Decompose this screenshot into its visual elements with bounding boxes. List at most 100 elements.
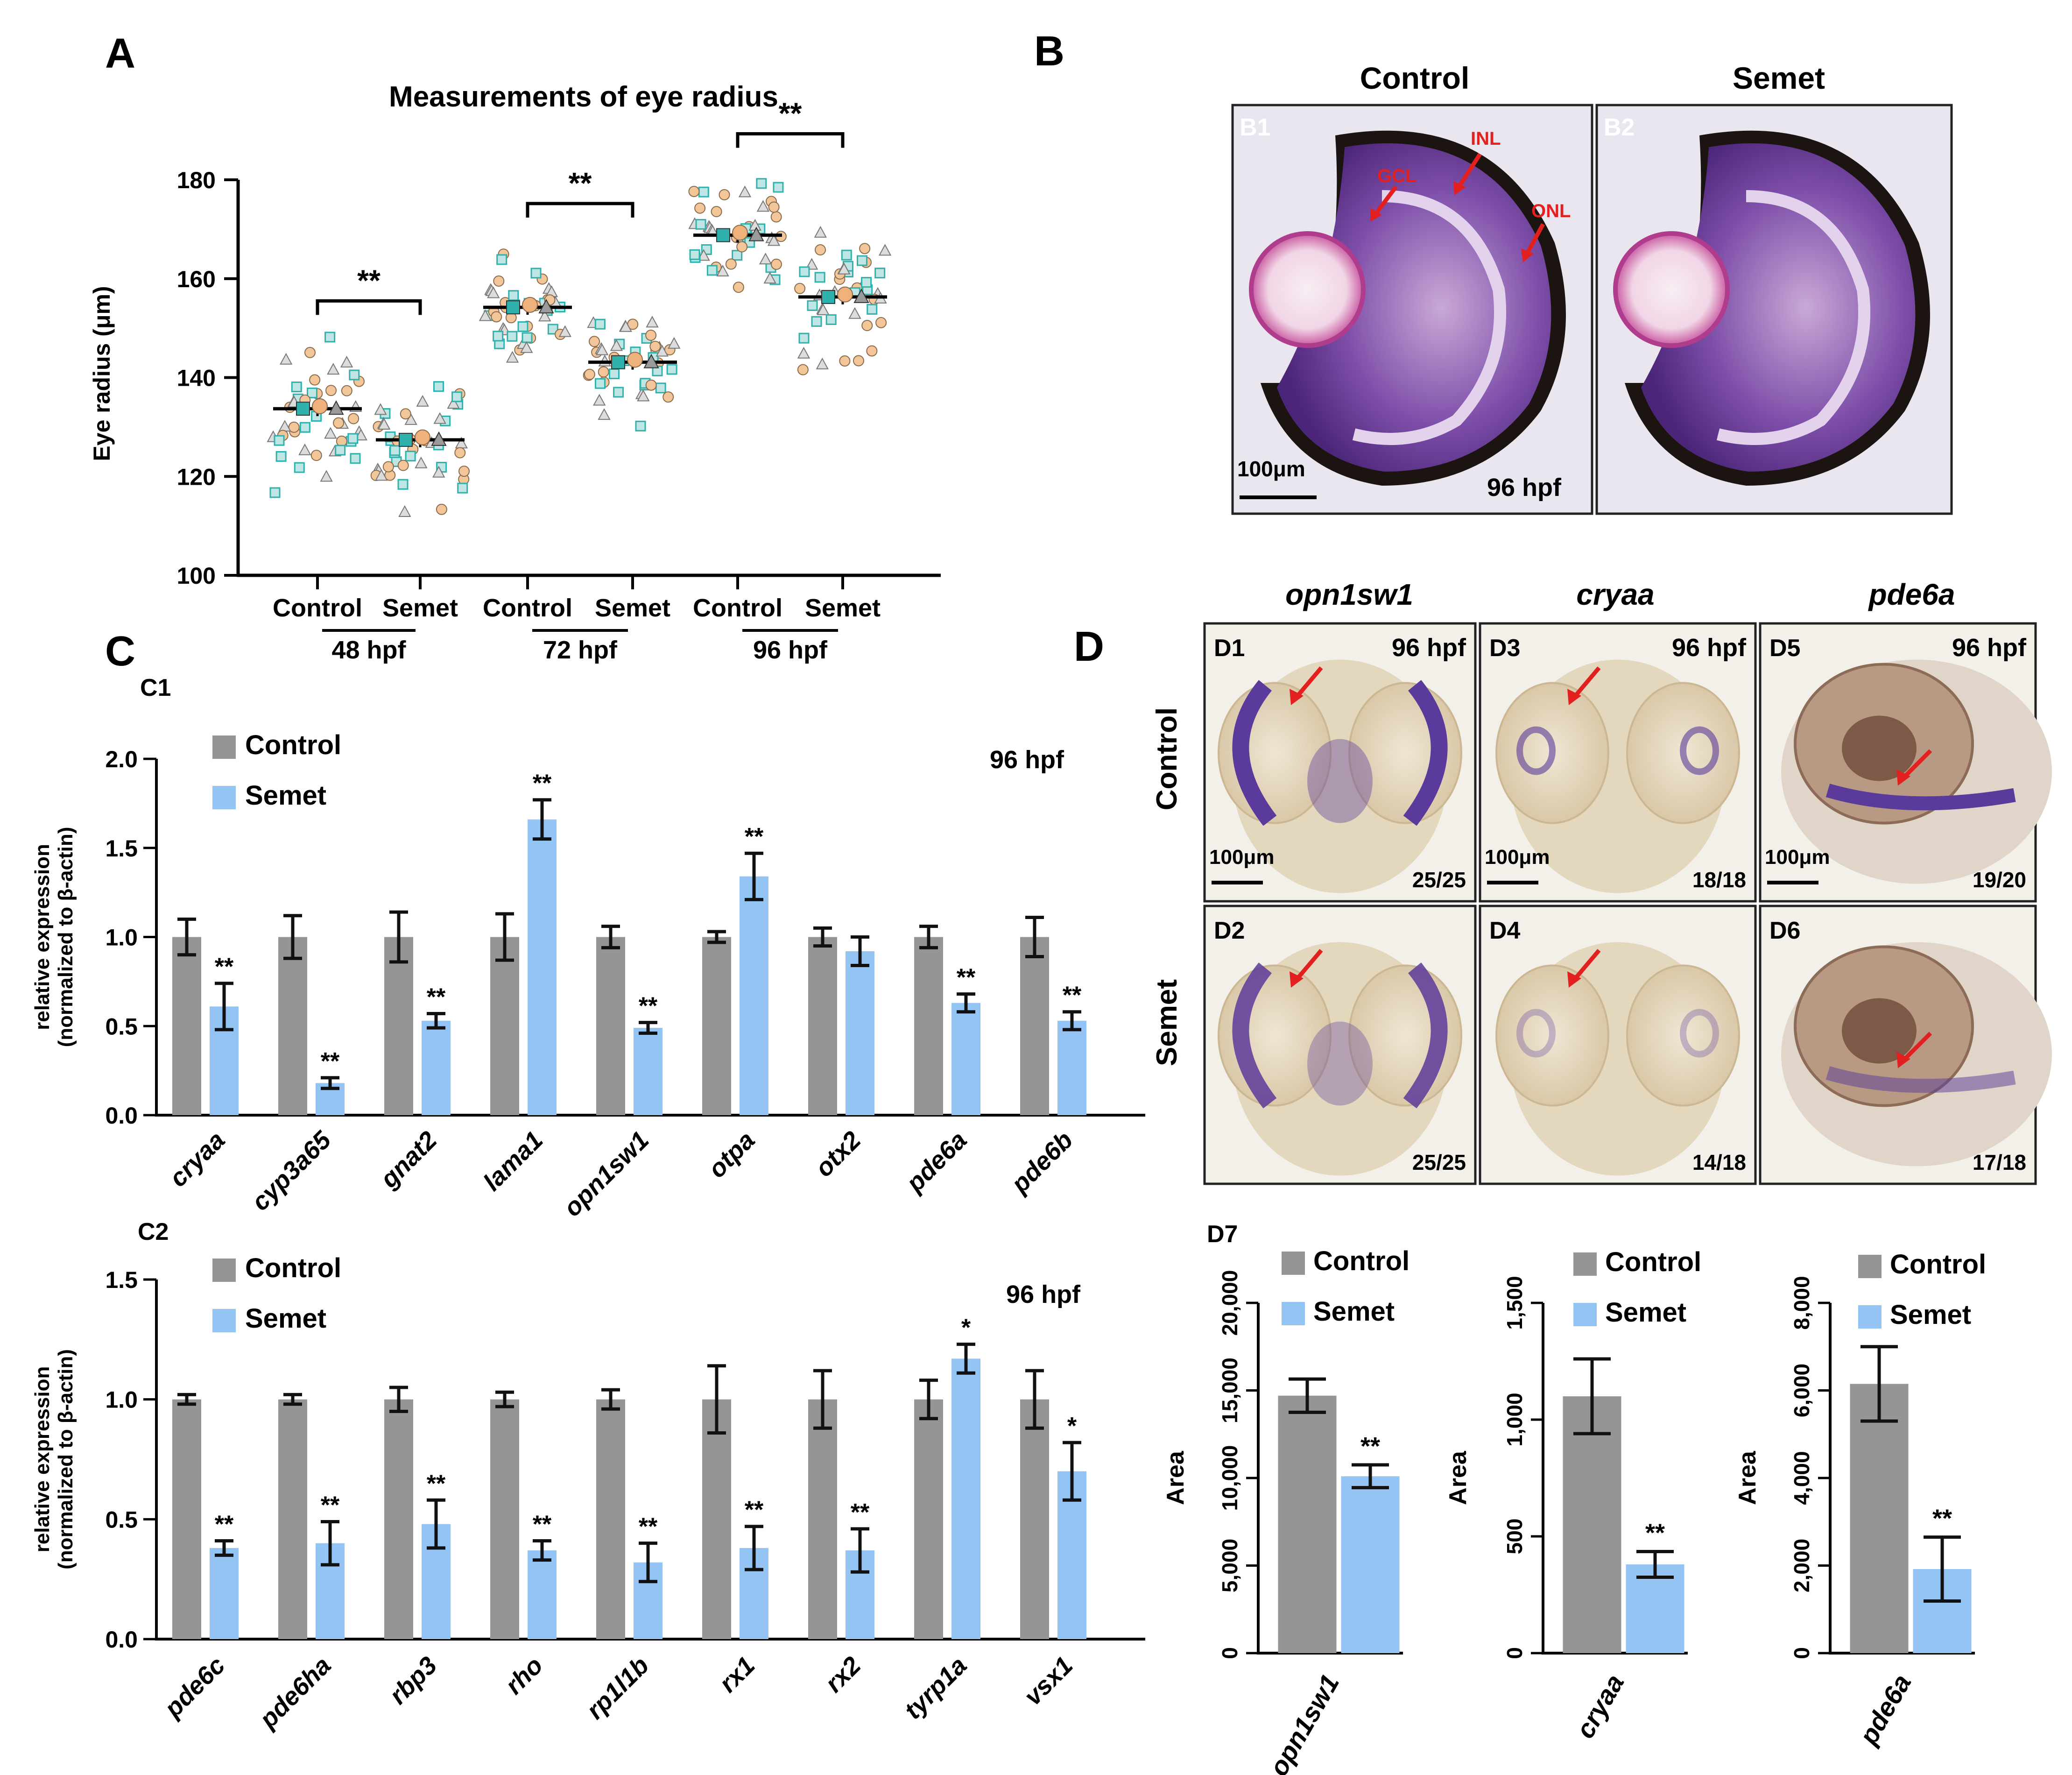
area-chart-pde6a: Control Semet Area 0 2,000 4,000 6,000 8,000 ** p… — [1734, 1249, 1986, 1750]
histology-image-control: B1 GCL INL ONL 100μm 96 hpf — [1231, 104, 1593, 515]
timepoint-label: 96 hpf — [1952, 634, 2027, 662]
legend-swatch-semet — [212, 1309, 236, 1332]
bar-semet — [951, 1003, 980, 1115]
data-point — [763, 272, 776, 284]
significance-label: ** — [427, 984, 446, 1011]
legend-label-semet: Semet — [1890, 1300, 1971, 1330]
data-point — [608, 368, 620, 380]
x-tick-label: pde6ha — [254, 1651, 337, 1734]
significance-bracket — [526, 202, 634, 218]
data-point — [794, 283, 806, 294]
gene-header-opn1sw1: opn1sw1 — [1285, 578, 1413, 611]
embryo-count: 19/20 — [1973, 868, 2026, 892]
in-situ-image: D2 25/25 — [1203, 905, 1477, 1185]
data-point — [848, 307, 861, 319]
in-situ-image: D6 17/18 — [1759, 905, 2052, 1185]
data-point — [814, 226, 827, 238]
x-tick-label: tyrp1a — [899, 1651, 972, 1725]
y-tick-label: 180 — [177, 167, 216, 193]
x-tick-label: pde6c — [158, 1651, 230, 1723]
data-point — [398, 505, 411, 517]
sublabel-b2: B2 — [1604, 114, 1635, 141]
row-label-control: Control — [1151, 707, 1183, 810]
y-tick-label: 1,500 — [1502, 1276, 1527, 1329]
data-point — [340, 355, 353, 368]
y-tick-label: 6,000 — [1790, 1364, 1814, 1417]
replicate-mean — [312, 398, 328, 414]
y-tick-label: 0 — [1790, 1647, 1814, 1659]
y-tick-label: 20,000 — [1218, 1270, 1242, 1336]
bar-control — [278, 937, 307, 1115]
x-tick-label: cyp3a65 — [246, 1125, 337, 1216]
data-point — [716, 264, 729, 276]
sublabel: D6 — [1769, 917, 1800, 944]
data-point — [454, 447, 466, 459]
bar-semet — [634, 1028, 662, 1115]
legend-label-semet: Semet — [1605, 1297, 1686, 1328]
replicate-mean — [643, 354, 659, 368]
data-point — [479, 309, 492, 321]
y-axis-label: Area — [1162, 1450, 1189, 1505]
data-point — [668, 337, 681, 349]
sublabel: C1 — [140, 674, 171, 701]
x-tick-label: pde6a — [900, 1126, 972, 1198]
row-label-semet: Semet — [1151, 979, 1183, 1066]
y-axis-label-2: (normalized to β-actin) — [54, 827, 77, 1047]
significance-label: ** — [321, 1492, 340, 1519]
replicate-mean — [748, 226, 764, 241]
data-point — [645, 329, 657, 341]
sublabel: D4 — [1489, 917, 1521, 944]
data-point — [458, 466, 470, 477]
data-point — [433, 412, 446, 424]
data-point — [335, 445, 346, 456]
data-point — [773, 182, 784, 193]
data-point — [595, 343, 609, 355]
timepoint-label: 96 hpf — [1672, 634, 1747, 662]
panel-label-b: B — [1034, 28, 1064, 75]
in-situ-image: D3 96 hpf 100μm 18/18 — [1479, 622, 1757, 903]
data-point — [655, 382, 666, 394]
bar-control — [278, 1399, 307, 1639]
data-point — [309, 374, 321, 386]
data-point — [861, 277, 872, 288]
data-point — [759, 253, 772, 265]
in-situ-image: D4 14/18 — [1479, 905, 1757, 1185]
data-point — [279, 353, 293, 365]
bar-semet — [210, 1548, 239, 1639]
y-tick-label: 140 — [177, 365, 216, 391]
bar-control — [808, 1399, 837, 1639]
y-tick-label: 1.0 — [105, 1387, 138, 1413]
x-tick-label: rx1 — [714, 1651, 761, 1698]
data-point — [310, 450, 322, 461]
bar-semet — [951, 1358, 980, 1639]
data-point — [866, 345, 878, 357]
histology-panel: Control Semet B1 GCL INL ONL 100μm 96 hp… — [1231, 61, 1953, 515]
data-point — [825, 314, 837, 325]
data-point — [756, 200, 770, 212]
data-point — [637, 389, 650, 402]
x-tick-label: pde6b — [1005, 1126, 1078, 1199]
arrowhead-gcl — [1370, 208, 1382, 222]
data-point — [756, 178, 767, 189]
sublabel-b1: B1 — [1240, 114, 1270, 141]
data-point — [666, 364, 677, 375]
y-tick-label: 1.0 — [105, 925, 138, 951]
data-point — [598, 408, 611, 420]
data-point — [538, 310, 551, 322]
y-axis-label: relative expression — [31, 1366, 54, 1553]
data-point — [811, 316, 822, 327]
y-tick-label: 120 — [177, 464, 216, 490]
data-point — [522, 332, 533, 343]
y-tick-label: 500 — [1502, 1519, 1527, 1555]
data-point — [324, 427, 337, 439]
y-tick-label: 0 — [1502, 1647, 1527, 1659]
data-point — [732, 250, 743, 261]
data-point — [725, 258, 737, 270]
y-tick-label: 0.5 — [105, 1506, 138, 1533]
data-point — [507, 331, 518, 342]
bar-control — [1020, 1399, 1049, 1639]
data-point — [841, 249, 852, 261]
sublabel: D2 — [1214, 917, 1245, 944]
group-label: 48 hpf — [331, 636, 406, 664]
